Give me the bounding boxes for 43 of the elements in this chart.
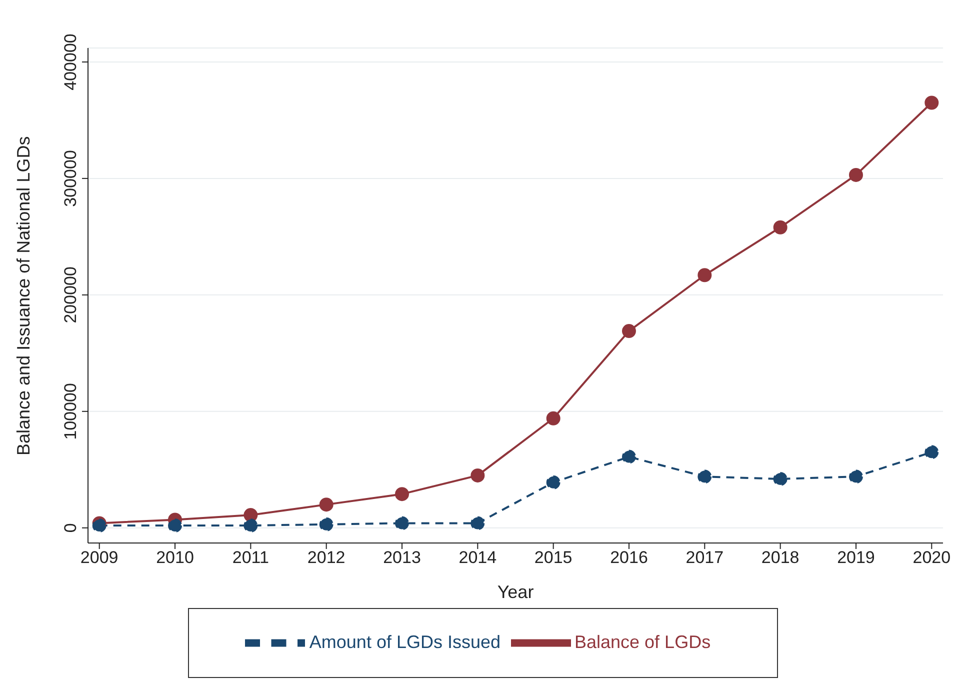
- point: [622, 450, 636, 464]
- point: [546, 475, 560, 490]
- y-tick-label: 400000: [61, 34, 80, 90]
- point: [395, 487, 410, 502]
- point: [924, 96, 939, 110]
- x-tick-label: 2010: [156, 548, 194, 568]
- point: [244, 508, 258, 522]
- point: [319, 498, 334, 512]
- point: [773, 220, 788, 234]
- y-tick-label: 100000: [61, 383, 80, 440]
- x-tick-label: 2020: [912, 548, 951, 568]
- point: [773, 472, 788, 486]
- x-tick-label: 2009: [80, 548, 118, 568]
- point: [546, 411, 560, 426]
- y-axis-title: Balance and Issuance of National LGDs: [13, 136, 34, 456]
- point: [622, 324, 636, 338]
- y-tick-label: 200000: [61, 266, 80, 324]
- point: [92, 518, 106, 533]
- x-tick-label: 2014: [458, 548, 497, 568]
- x-tick-label: 2016: [610, 548, 648, 568]
- legend-label: Balance of LGDs: [574, 632, 711, 652]
- point: [395, 516, 410, 530]
- point: [470, 468, 485, 482]
- point: [698, 470, 712, 484]
- point: [924, 445, 939, 460]
- y-tick-label: 0: [61, 523, 80, 533]
- x-tick-label: 2012: [307, 548, 346, 568]
- point: [848, 470, 863, 484]
- x-tick-label: 2011: [232, 548, 269, 568]
- point: [319, 517, 334, 532]
- legend-label: Amount of LGDs Issued: [309, 632, 500, 652]
- point: [470, 516, 485, 530]
- y-tick-label: 300000: [61, 150, 80, 207]
- x-axis-title: Year: [497, 582, 534, 602]
- x-tick-label: 2015: [534, 548, 572, 568]
- x-tick-label: 2017: [686, 548, 724, 568]
- x-tick-label: 2019: [837, 548, 875, 568]
- point: [698, 268, 712, 282]
- x-tick-label: 2013: [383, 548, 421, 568]
- point: [244, 518, 258, 533]
- point: [848, 168, 863, 182]
- point: [168, 518, 182, 533]
- x-tick-label: 2018: [761, 548, 800, 568]
